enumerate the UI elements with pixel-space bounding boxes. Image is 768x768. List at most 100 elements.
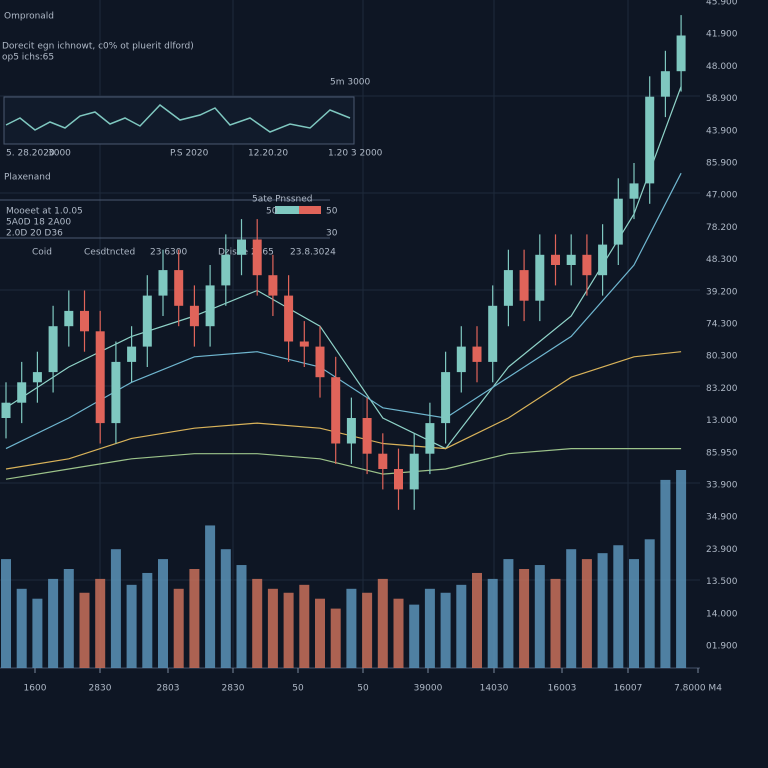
moving-average <box>5 172 682 450</box>
candle-body <box>284 295 294 342</box>
volume-bar <box>63 569 74 668</box>
volume-bar <box>550 578 561 668</box>
candle-body <box>394 469 403 490</box>
volume-bar <box>487 578 498 668</box>
candle-body <box>566 254 576 265</box>
candle-body <box>189 305 199 327</box>
note: op5 ichs:65 <box>2 53 54 63</box>
x-tick-label: 50 <box>292 684 304 694</box>
panel-footer: 23.8.3024 <box>290 248 336 258</box>
legend-swatch <box>275 206 299 214</box>
volume-bar <box>566 549 577 668</box>
volume-bar <box>660 479 671 668</box>
y-tick-label: 48.300 <box>706 255 738 265</box>
candle-body <box>645 96 655 184</box>
volume-bar <box>220 549 231 668</box>
inset-label: 1.20 3 2000 <box>328 149 383 159</box>
volume-bar <box>158 559 168 668</box>
x-tick-label: 16003 <box>548 684 577 694</box>
title: Ompronald <box>4 12 54 22</box>
volume-bar <box>629 559 639 668</box>
candle-body <box>598 244 608 276</box>
candle-body <box>535 254 545 301</box>
volume-bar <box>346 588 357 668</box>
inset-label: 5. 28.2020 <box>6 149 55 159</box>
y-tick-label: 58.900 <box>706 94 738 104</box>
candle-body <box>362 418 372 454</box>
x-tick-label: 14030 <box>480 684 509 694</box>
y-tick-label: 43.900 <box>706 126 738 136</box>
y-tick-label: 45.900 <box>706 0 738 8</box>
candle-body <box>425 423 435 454</box>
volume-bar <box>519 569 530 668</box>
volume-bar <box>205 525 216 668</box>
volume-bar <box>330 608 341 668</box>
inset-line <box>5 104 351 133</box>
candle-body <box>205 285 215 327</box>
x-tick-label: 2830 <box>89 684 112 694</box>
candle-body <box>80 310 89 332</box>
y-tick-label: 13.500 <box>706 577 738 587</box>
volume-bar <box>126 584 137 668</box>
y-tick-label: 33.900 <box>706 481 738 491</box>
candle-body <box>519 270 529 301</box>
panel-footer: Coid <box>32 248 52 258</box>
candle-body <box>551 254 560 265</box>
volume-bar <box>315 598 325 668</box>
candle-body <box>95 331 105 424</box>
y-tick-label: 47.000 <box>706 191 738 201</box>
inset-label: 12.20.20 <box>248 149 288 159</box>
legend-swatch <box>299 206 321 214</box>
volume-bar <box>581 559 592 668</box>
volume-bar <box>299 584 310 668</box>
candle-body <box>158 270 168 296</box>
y-tick-label: 23.900 <box>706 545 738 555</box>
volume-bar <box>644 539 655 668</box>
y-tick-label: 85.900 <box>706 159 738 169</box>
panel-row: 5A0D 18 2A00 <box>6 218 71 228</box>
y-tick-label: 34.900 <box>706 513 738 523</box>
candle-body <box>331 377 341 444</box>
volume-bar <box>377 578 388 668</box>
candle-body <box>315 346 325 378</box>
y-tick-label: 39.200 <box>706 287 738 297</box>
candle-body <box>676 35 686 72</box>
candle-body <box>48 326 58 373</box>
candle-body <box>299 341 309 347</box>
legend-value: 50 <box>326 207 338 217</box>
legend-title: 5ate Pnssned <box>252 195 312 205</box>
volume-bar <box>267 588 278 668</box>
x-tick-label: 39000 <box>414 684 443 694</box>
y-tick-label: 78.200 <box>706 223 738 233</box>
panel-row: Mooeet at 1.0.05 <box>6 207 83 217</box>
candle-body <box>127 346 137 362</box>
inset: 5m 3000 5. 28.2020 3000 P.S 2020 12.20.2… <box>3 78 383 159</box>
candle-body <box>252 239 262 276</box>
volume-bar <box>32 598 43 668</box>
volume-bar <box>456 584 467 668</box>
candle-body <box>221 254 231 286</box>
y-tick-label: 80.300 <box>706 352 738 362</box>
candle-body <box>268 275 278 296</box>
candle-body <box>142 295 152 347</box>
volume-bar <box>472 572 482 668</box>
candle-body <box>111 361 121 424</box>
volume-bar <box>95 578 106 668</box>
volume-bar <box>597 553 608 668</box>
panel-row: 2.0D 20 D36 <box>6 229 63 239</box>
volume-bar <box>362 592 373 668</box>
x-tick-label: 2830 <box>222 684 245 694</box>
y-tick-label: 83.200 <box>706 384 738 394</box>
volume-bar <box>16 588 27 668</box>
candle-body <box>629 183 639 199</box>
panel-footer: 23.6300 <box>150 248 187 258</box>
legend-value: 30 <box>326 229 338 239</box>
y-tick-label: 41.900 <box>706 30 738 40</box>
x-tick-label: 50 <box>357 684 369 694</box>
volume-bar <box>424 588 435 668</box>
volume-bar <box>189 569 200 668</box>
inset-label: P.S 2020 <box>170 149 209 159</box>
volume-bar <box>393 598 404 668</box>
candle-body <box>174 270 184 306</box>
candle-body <box>32 372 42 383</box>
